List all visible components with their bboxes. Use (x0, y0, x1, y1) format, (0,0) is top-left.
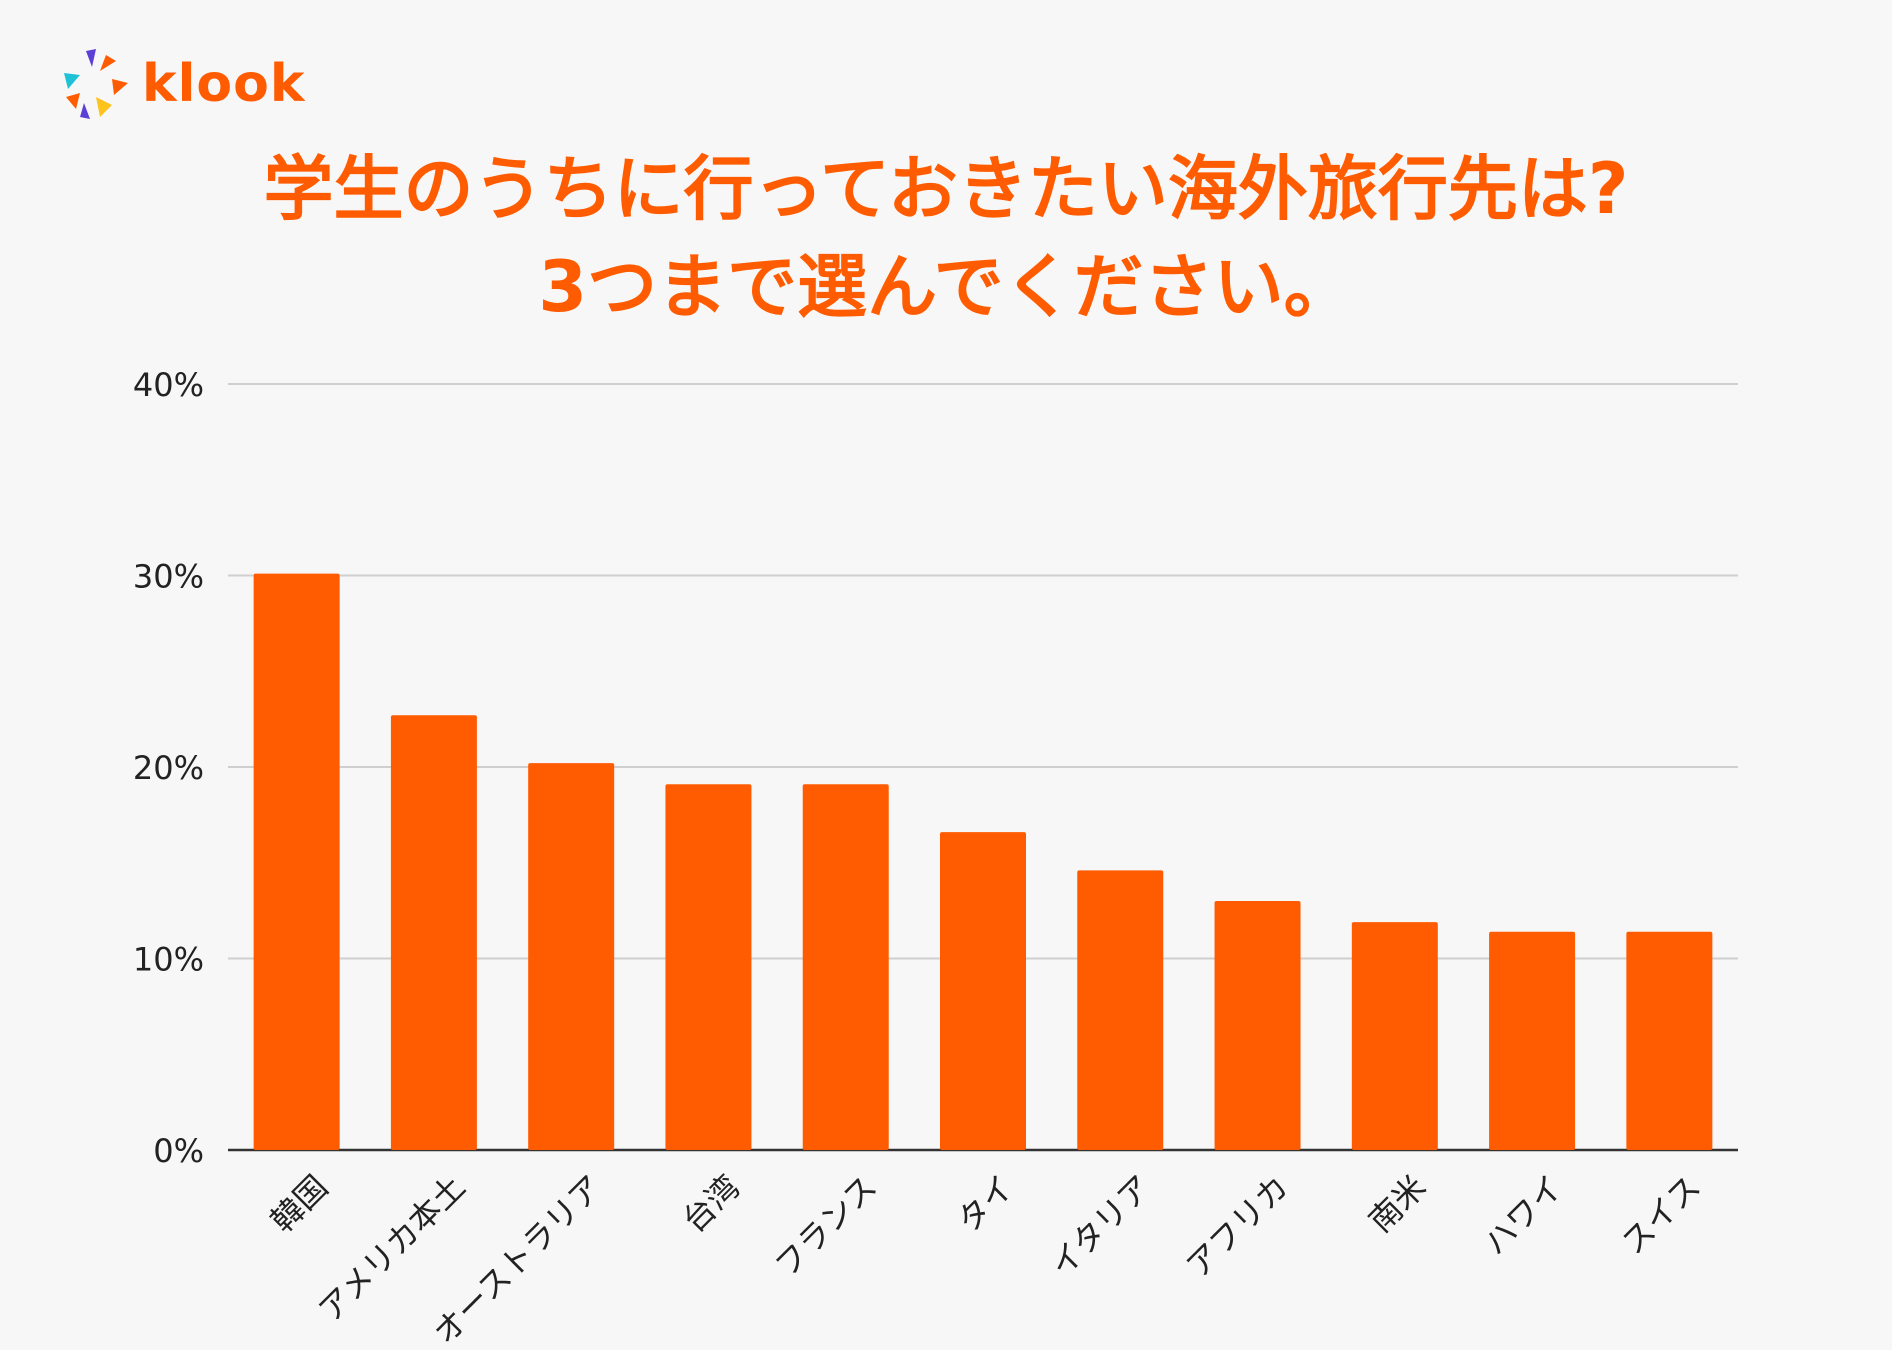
title-line-2: 3つまで選んでください。 (538, 246, 1354, 328)
chart-title: 学生のうちに行っておきたい海外旅行先は? 3つまで選んでください。 (0, 140, 1892, 336)
bar (1214, 901, 1301, 1150)
y-axis-ticks: 0% 10% 20% 30% 40% (133, 366, 204, 1170)
bar (940, 832, 1026, 1150)
klook-logo: klook (56, 44, 305, 124)
x-tick-label: 台湾 (675, 1168, 747, 1240)
bar (390, 715, 477, 1150)
bar (802, 784, 889, 1150)
x-tick-label: 韓国 (263, 1168, 335, 1240)
y-tick-label: 30% (133, 558, 204, 596)
brand-name: klook (142, 54, 306, 114)
klook-logo-icon (64, 49, 128, 119)
x-tick-label: 南米 (1361, 1168, 1433, 1240)
x-tick-label: フランス (767, 1168, 884, 1285)
bars (253, 573, 1713, 1150)
bar (528, 763, 615, 1150)
x-tick-label: ハワイ (1476, 1168, 1571, 1263)
y-tick-label: 0% (153, 1132, 204, 1170)
title-line-1: 学生のうちに行っておきたい海外旅行先は? (263, 148, 1629, 230)
bar (1489, 931, 1576, 1150)
bar (253, 573, 340, 1150)
bar (1077, 870, 1164, 1150)
bar (665, 784, 752, 1150)
x-tick-label: イタリア (1042, 1168, 1158, 1284)
y-tick-label: 10% (133, 941, 204, 979)
bar (1351, 922, 1438, 1150)
x-tick-label: タイ (949, 1168, 1021, 1240)
y-tick-label: 40% (133, 366, 204, 404)
y-tick-label: 20% (133, 749, 204, 787)
x-tick-label: アフリカ (1179, 1168, 1296, 1285)
bar (1626, 931, 1713, 1150)
x-tick-label: スイス (1614, 1168, 1708, 1262)
